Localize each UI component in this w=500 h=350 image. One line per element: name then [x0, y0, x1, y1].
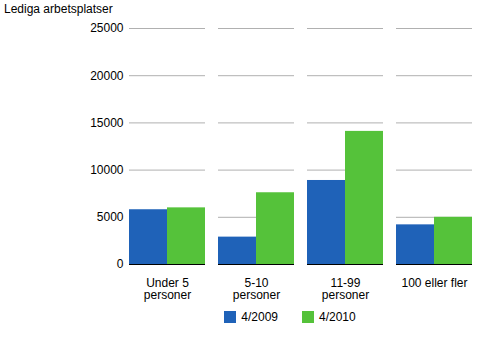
- html-text:Lediga arbetsplatser: Lediga arbetsplatser: [4, 2, 113, 16]
- svg-text:25000: 25000: [90, 21, 124, 35]
- svg-text:0: 0: [117, 257, 124, 271]
- svg-text:5-10personer: 5-10personer: [233, 276, 280, 302]
- svg-text:11-99personer: 11-99personer: [322, 276, 369, 302]
- svg-text:100 eller fler: 100 eller fler: [401, 276, 467, 290]
- svg-text:Under 5personer: Under 5personer: [144, 276, 191, 302]
- svg-text:20000: 20000: [90, 69, 124, 83]
- svg-text:10000: 10000: [90, 163, 124, 177]
- svg-text:15000: 15000: [90, 116, 124, 130]
- html-text:4/2010: 4/2010: [319, 310, 356, 324]
- svg-text:5000: 5000: [97, 210, 124, 224]
- html-text:4/2009: 4/2009: [241, 310, 278, 324]
